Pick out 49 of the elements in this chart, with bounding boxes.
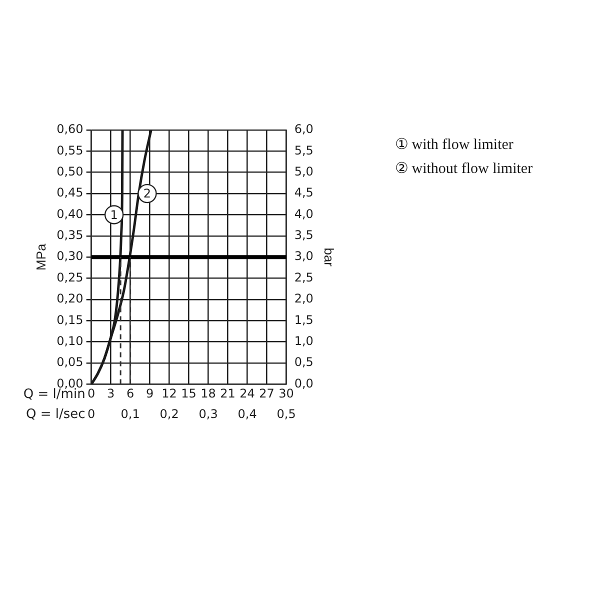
x-tick-label: 0 xyxy=(88,386,96,401)
y2-tick-label: 3,0 xyxy=(294,249,314,264)
y-tick-label: 0,35 xyxy=(56,228,84,242)
annotation: 2 xyxy=(143,186,152,201)
y-tick-label: 0,20 xyxy=(56,292,84,306)
y2-tick-label: 4,0 xyxy=(294,206,314,221)
y2-tick-label: 2,5 xyxy=(294,270,314,284)
x-tick-label: 6 xyxy=(126,386,134,401)
x-tick-label: 15 xyxy=(181,386,196,401)
x2-tick-label: 0,5 xyxy=(276,406,296,421)
y2-tick-label: 5,0 xyxy=(294,164,314,178)
y-tick-label: 0,50 xyxy=(56,164,84,178)
x2-tick-label: 0,4 xyxy=(238,406,257,421)
x2-tick-label: 0,3 xyxy=(198,406,218,421)
y2-tick-label: 5,5 xyxy=(294,143,314,158)
x-tick-label: 21 xyxy=(220,386,236,401)
y-tick-label: 0,05 xyxy=(56,355,84,370)
y2-axis-title: bar xyxy=(322,248,337,268)
y-tick-label: 0,30 xyxy=(56,249,84,264)
text: ② without flow limiter xyxy=(395,160,533,179)
y2-tick-label: 0,0 xyxy=(294,376,314,390)
y2-tick-label: 1,5 xyxy=(294,312,314,327)
text: ① with flow limiter xyxy=(395,136,514,155)
x-tick-label: 12 xyxy=(162,386,177,401)
x-tick-label: 3 xyxy=(107,386,115,401)
annotation: 1 xyxy=(110,208,118,222)
y-tick-label: 0,45 xyxy=(56,186,84,200)
y-tick-label: 0,40 xyxy=(56,206,84,221)
y2-tick-label: 3,5 xyxy=(294,228,314,242)
x2-tick-label: 0 xyxy=(88,406,96,421)
y-tick-label: 0,15 xyxy=(56,312,84,327)
x2-tick-label: 0,1 xyxy=(120,406,140,421)
x-tick-label: 30 xyxy=(278,386,294,401)
y2-tick-label: 4,5 xyxy=(294,186,314,200)
y-tick-label: 0,55 xyxy=(56,143,84,158)
y-tick-label: 0,10 xyxy=(56,334,84,348)
x-tick-label: 18 xyxy=(200,386,216,401)
x-tick-label: 24 xyxy=(240,386,255,401)
y-tick-label: 0,25 xyxy=(56,270,84,284)
y2-tick-label: 0,5 xyxy=(294,355,314,370)
y-axis-title: MPa xyxy=(33,242,48,270)
y2-tick-label: 6,0 xyxy=(294,122,314,136)
x2-tick-label: 0,2 xyxy=(160,406,179,421)
x-tick-label: 27 xyxy=(259,386,274,401)
y-tick-label: 0,60 xyxy=(56,122,84,136)
x2-axis-title: Q = l/sec xyxy=(26,407,86,422)
y2-tick-label: 2,0 xyxy=(294,292,314,306)
x-tick-label: 9 xyxy=(146,386,154,401)
y2-tick-label: 1,0 xyxy=(294,334,314,348)
